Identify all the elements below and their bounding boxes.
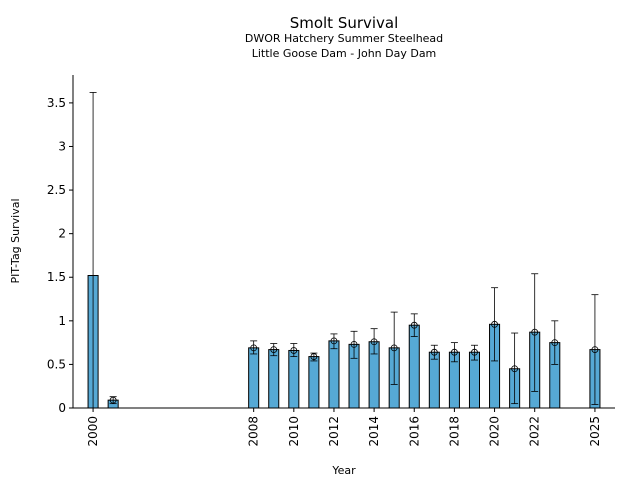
chart-title: Smolt Survival bbox=[290, 14, 399, 32]
bar-2010 bbox=[288, 349, 300, 409]
point-marker-2008 bbox=[250, 344, 258, 352]
point-marker-2019 bbox=[471, 348, 478, 356]
point-marker-2009 bbox=[270, 346, 278, 353]
point-marker-2011 bbox=[310, 353, 318, 360]
bar-2012 bbox=[328, 340, 340, 409]
y-tick-label: 0.5 bbox=[47, 357, 66, 371]
x-tick-label: 2022 bbox=[528, 416, 542, 447]
point-marker-2022 bbox=[531, 328, 539, 336]
bar-2016 bbox=[408, 324, 420, 409]
x-tick-label: 2018 bbox=[447, 416, 461, 447]
x-tick-label: 2008 bbox=[247, 416, 261, 447]
bar-2009 bbox=[268, 349, 280, 409]
y-tick-label: 0 bbox=[58, 401, 66, 415]
x-tick-label: 2016 bbox=[407, 416, 421, 447]
x-tick-label: 2000 bbox=[86, 416, 100, 447]
point-marker-2023 bbox=[551, 339, 559, 347]
point-marker-2012 bbox=[330, 337, 338, 345]
bar-2019 bbox=[468, 351, 480, 409]
y-tick-label: 2.5 bbox=[47, 183, 66, 197]
y-tick-label: 1 bbox=[58, 314, 66, 328]
chart-subtitle-line-2: Little Goose Dam - John Day Dam bbox=[252, 47, 437, 60]
x-tick-label: 2020 bbox=[488, 416, 502, 447]
bar-2008 bbox=[248, 347, 260, 409]
point-marker-2017 bbox=[430, 348, 438, 356]
chart-subtitle-line-1: DWOR Hatchery Summer Steelhead bbox=[245, 32, 443, 45]
point-marker-2020 bbox=[491, 320, 498, 328]
x-axis-label: Year bbox=[331, 464, 356, 477]
point-marker-2015 bbox=[390, 344, 398, 352]
x-tick-label: 2014 bbox=[367, 416, 381, 447]
point-marker-2025 bbox=[591, 346, 599, 353]
y-tick-label: 3.5 bbox=[47, 96, 66, 110]
plot-area: 0 0.5 1 1.5 2 2.5 3 3.5 2000 2008 2010 2012 2014 2016… bbox=[47, 75, 615, 447]
x-tick-label: 2025 bbox=[588, 416, 602, 447]
x-tick-label: 2012 bbox=[327, 416, 341, 447]
point-marker-2001 bbox=[109, 396, 117, 404]
point-marker-2018 bbox=[451, 348, 458, 356]
point-marker-2016 bbox=[410, 321, 418, 329]
bar-2017 bbox=[428, 351, 440, 409]
bar-2011 bbox=[308, 356, 320, 409]
point-marker-2010 bbox=[290, 347, 298, 354]
y-tick-label: 3 bbox=[58, 139, 66, 153]
x-tick-label: 2010 bbox=[287, 416, 301, 447]
y-tick-label: 1.5 bbox=[47, 270, 66, 284]
y-tick-label: 2 bbox=[58, 227, 66, 241]
point-marker-2014 bbox=[370, 338, 378, 346]
point-marker-2021 bbox=[511, 365, 519, 373]
point-marker-2013 bbox=[350, 340, 358, 348]
y-axis-label: PIT-Tag Survival bbox=[9, 198, 22, 283]
